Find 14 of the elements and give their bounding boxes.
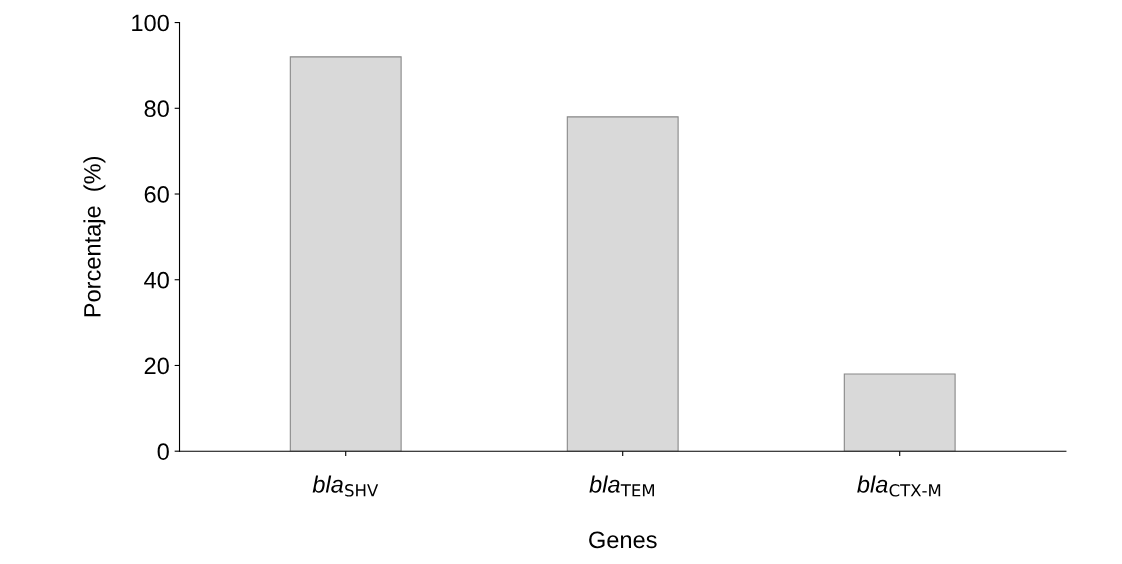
y-tick-label: 40 [144,271,169,289]
x-tick-label: bla$_{TEM}$ [589,475,654,497]
y-tick-label: 0 [157,443,169,460]
bar [566,116,679,452]
bar [289,56,402,452]
y-tick-label: 100 [132,14,169,32]
x-tick-label: bla$_{CTX-M}$ [857,475,941,497]
y-tick-label: 20 [144,357,169,375]
y-tick-label: 80 [144,100,169,118]
y-axis-title: Porcentaje (%) [83,156,106,317]
x-tick-label: bla$_{SHV}$ [312,475,379,497]
x-axis-title: Genes [589,531,657,549]
y-tick-label: 60 [144,186,169,203]
bar [843,373,956,452]
